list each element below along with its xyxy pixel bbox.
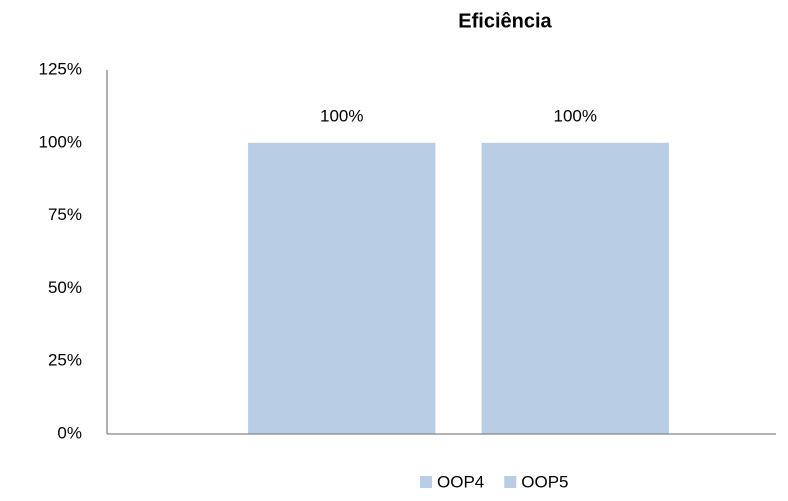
y-tick-label: 125% [39,59,82,78]
bar [481,142,669,435]
legend-label: OOP4 [437,472,484,491]
y-tick-label: 100% [39,132,82,151]
chart-title: Eficiência [458,10,552,32]
y-tick-label: 50% [48,278,82,297]
y-tick-label: 0% [57,423,82,442]
y-tick-label: 75% [48,205,82,224]
data-label: 100% [320,106,363,125]
data-label: 100% [553,106,596,125]
legend-swatch [504,476,517,488]
bar [248,142,436,435]
y-tick-label: 25% [48,351,82,370]
legend-swatch [420,476,432,488]
legend-label: OOP5 [521,472,568,491]
